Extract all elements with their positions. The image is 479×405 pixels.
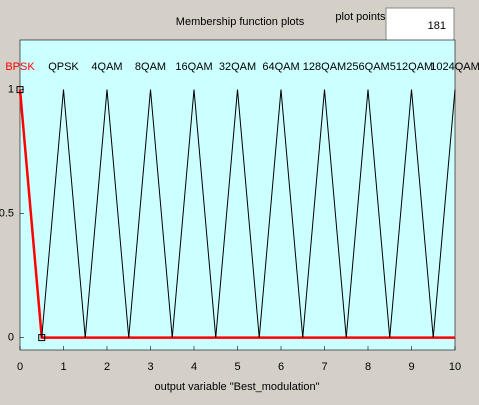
vertex-handle bbox=[38, 334, 46, 342]
membership-line bbox=[432, 89, 456, 338]
legend-label: 1024QAM bbox=[430, 61, 479, 73]
x-tick-label: 4 bbox=[191, 361, 197, 373]
membership-line bbox=[345, 89, 391, 338]
x-tick-label: 2 bbox=[104, 361, 110, 373]
membership-line bbox=[84, 89, 130, 338]
legend-label: 32QAM bbox=[219, 61, 256, 73]
y-tick-label: 0.5 bbox=[0, 208, 14, 220]
legend-label: 512QAM bbox=[390, 61, 433, 73]
x-tick-label: 1 bbox=[60, 361, 66, 373]
plot-points-value[interactable]: 181 bbox=[428, 20, 446, 32]
legend-label: 256QAM bbox=[346, 61, 389, 73]
x-axis-label: output variable "Best_modulation" bbox=[155, 381, 320, 393]
legend-label: QPSK bbox=[48, 61, 79, 73]
x-tick-label: 7 bbox=[321, 361, 327, 373]
membership-line bbox=[41, 89, 86, 338]
x-tick-label: 3 bbox=[147, 361, 153, 373]
y-tick-label: 1 bbox=[8, 84, 14, 96]
x-tick-label: 10 bbox=[449, 361, 461, 373]
legend-label: 64QAM bbox=[262, 61, 299, 73]
plot-points-input[interactable] bbox=[385, 7, 455, 43]
x-tick-label: 6 bbox=[278, 361, 284, 373]
x-tick-label: 8 bbox=[365, 361, 371, 373]
membership-line bbox=[128, 89, 173, 338]
legend-label: BPSK bbox=[5, 61, 35, 73]
plot-area bbox=[19, 39, 456, 351]
membership-line bbox=[215, 89, 260, 338]
legend-label: 4QAM bbox=[91, 61, 122, 73]
y-tick-label: 0 bbox=[8, 332, 14, 344]
legend-label: 128QAM bbox=[303, 61, 346, 73]
membership-line bbox=[258, 89, 304, 338]
chart-title: Membership function plots bbox=[176, 16, 305, 28]
legend-label: 16QAM bbox=[175, 61, 212, 73]
vertex-handle bbox=[16, 86, 24, 94]
membership-line bbox=[171, 89, 217, 338]
membership-line bbox=[302, 89, 347, 338]
plot-points-label: plot points: bbox=[335, 11, 388, 23]
x-tick-label: 9 bbox=[408, 361, 414, 373]
legend-label: 8QAM bbox=[135, 61, 166, 73]
membership-line bbox=[389, 89, 434, 338]
x-tick-label: 5 bbox=[234, 361, 240, 373]
x-tick-label: 0 bbox=[17, 361, 23, 373]
